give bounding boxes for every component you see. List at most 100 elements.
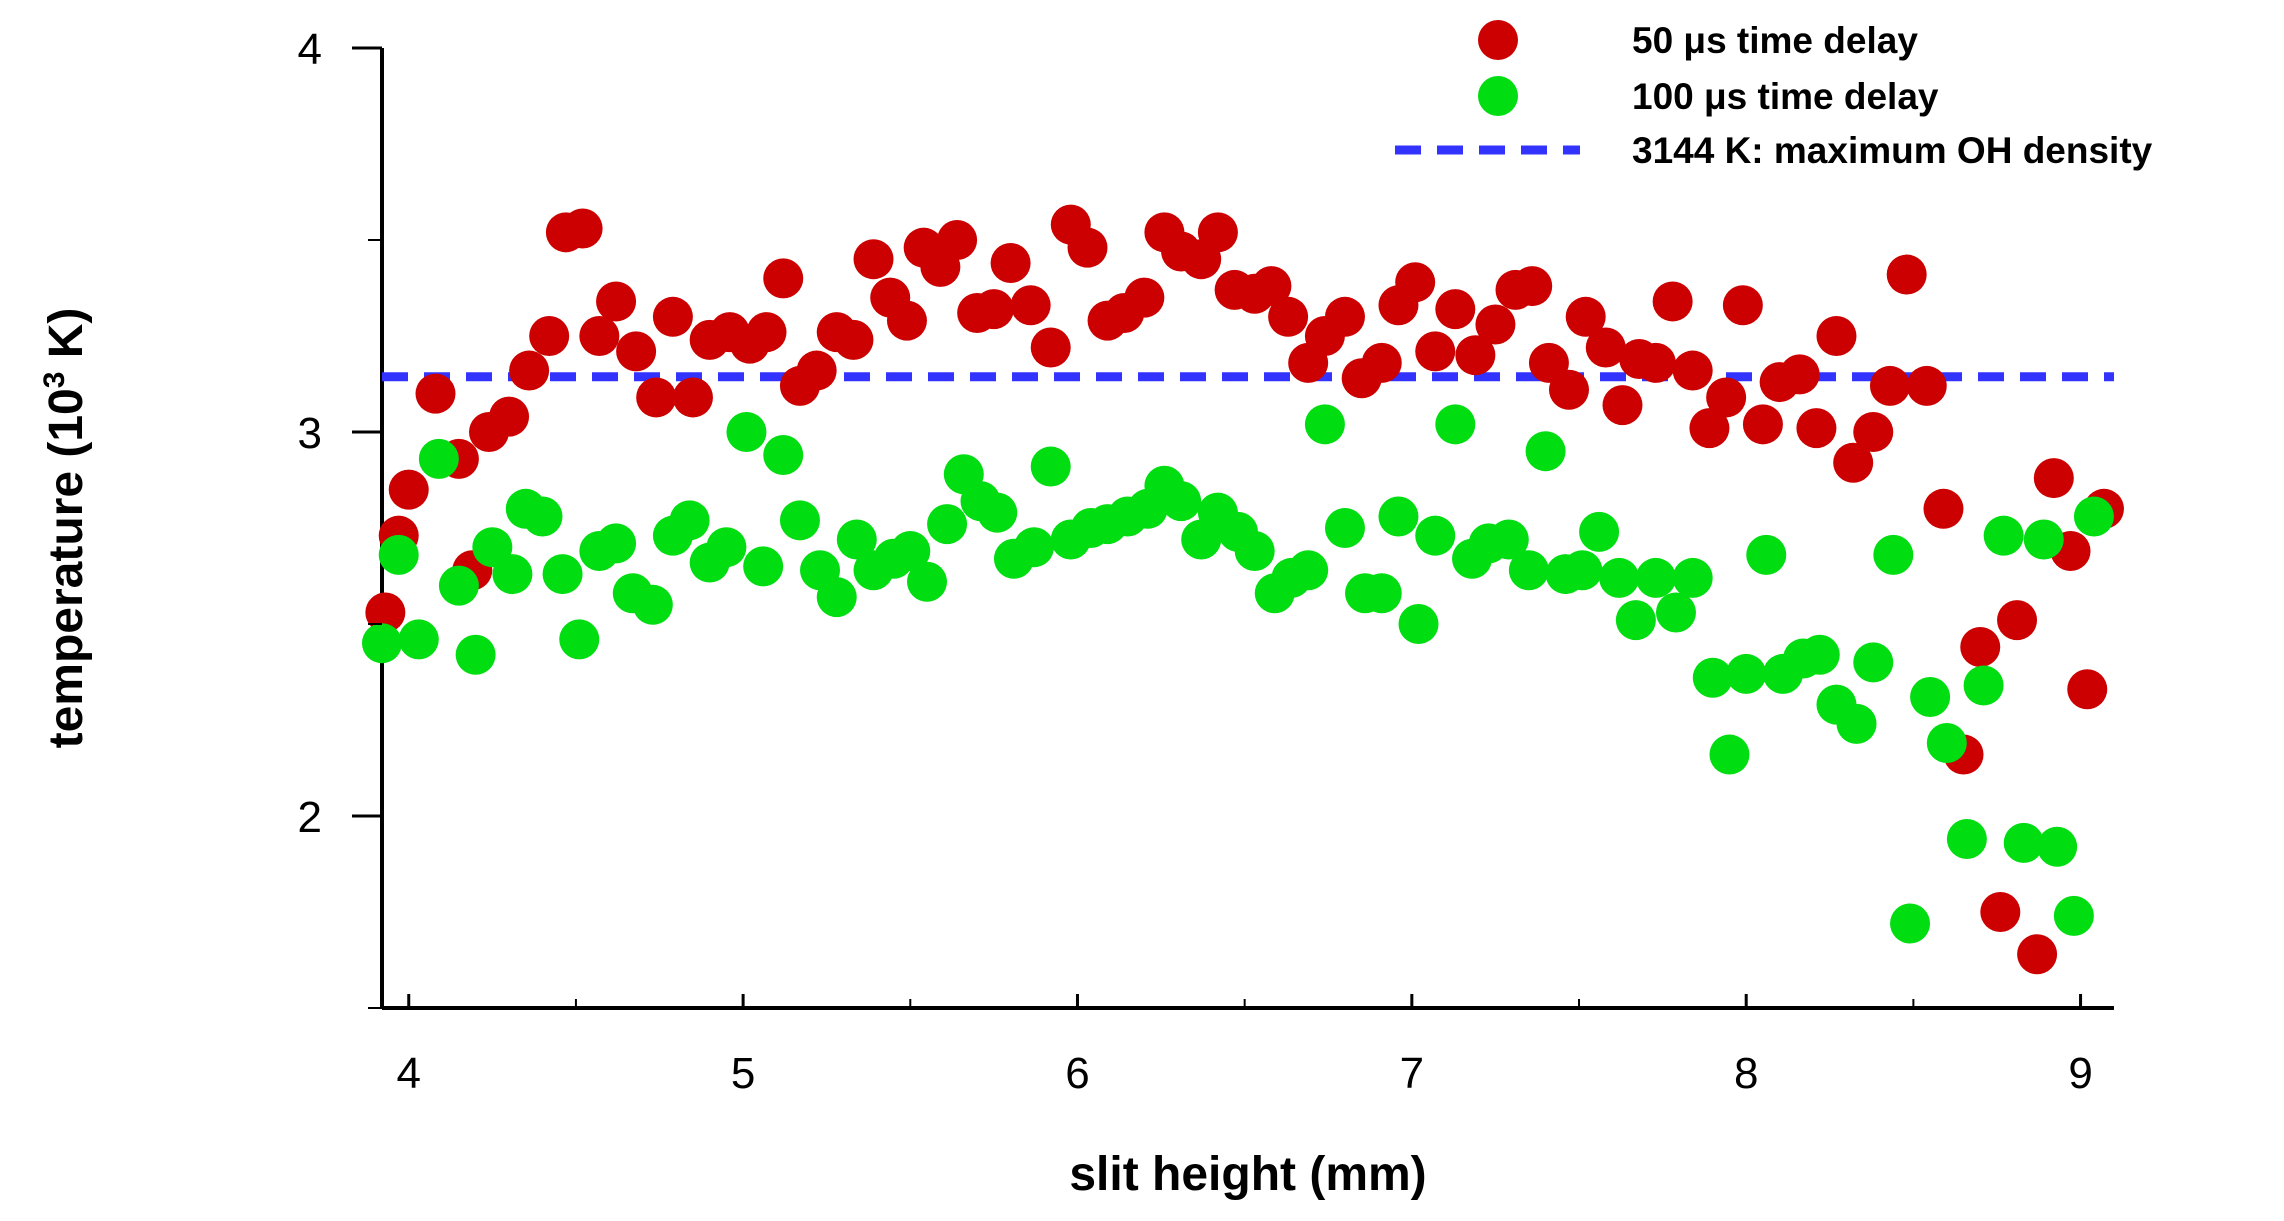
data-point-50us	[1923, 488, 1964, 529]
data-point-100us	[1709, 734, 1750, 775]
data-point-100us	[1304, 404, 1345, 445]
data-point-50us	[1833, 442, 1874, 483]
data-point-100us	[1983, 515, 2024, 556]
data-point-50us	[1742, 404, 1783, 445]
data-point-50us	[2017, 934, 2058, 975]
data-point-100us	[1635, 557, 1676, 598]
y-axis-label-superscript: 3	[38, 372, 71, 389]
data-point-100us	[1910, 676, 1951, 717]
data-point-50us	[1197, 212, 1238, 253]
data-point-50us	[489, 396, 530, 437]
data-point-50us	[937, 220, 978, 260]
data-point-50us	[1853, 412, 1894, 452]
data-point-100us	[1361, 573, 1402, 614]
data-point-100us	[362, 623, 402, 664]
data-point-100us	[669, 500, 710, 541]
y-tick-label: 4	[298, 25, 322, 74]
data-point-100us	[1726, 653, 1767, 694]
data-point-50us	[1251, 266, 1292, 307]
data-point-50us	[672, 377, 713, 418]
data-point-50us	[579, 316, 620, 356]
data-point-50us	[1652, 281, 1693, 322]
data-point-50us	[2033, 458, 2074, 499]
data-point-50us	[1816, 316, 1857, 356]
data-point-50us	[1324, 296, 1365, 337]
data-point-100us	[1746, 534, 1787, 575]
data-point-100us	[1615, 600, 1656, 641]
data-point-50us	[636, 377, 677, 418]
x-tick-label: 4	[397, 1049, 421, 1098]
data-point-100us	[1926, 723, 1967, 764]
data-point-50us	[652, 296, 693, 337]
data-point-50us	[388, 469, 429, 510]
data-point-50us	[1635, 342, 1676, 383]
data-point-100us	[492, 554, 533, 595]
data-point-100us	[927, 504, 968, 545]
data-point-100us	[726, 412, 767, 452]
data-point-100us	[596, 523, 637, 564]
y-tick-label: 3	[298, 409, 322, 458]
data-point-100us	[418, 438, 459, 479]
y-axis-label: temperature (103 K)	[38, 308, 93, 749]
data-point-50us	[1395, 262, 1436, 303]
data-point-50us	[886, 300, 927, 341]
legend-label-50us: 50 μs time delay	[1632, 20, 1918, 61]
data-point-50us	[2067, 669, 2108, 710]
data-point-50us	[1455, 335, 1496, 376]
data-point-50us	[1415, 331, 1456, 372]
data-point-50us	[1689, 408, 1730, 449]
data-point-100us	[1672, 557, 1713, 598]
data-point-50us	[1869, 365, 1910, 406]
data-point-50us	[1722, 285, 1763, 326]
data-point-100us	[1853, 642, 1894, 683]
data-point-50us	[596, 281, 637, 322]
data-point-100us	[1836, 703, 1877, 744]
data-point-100us	[2073, 496, 2114, 537]
x-tick-label: 8	[1734, 1049, 1758, 1098]
data-point-50us	[1565, 296, 1606, 337]
data-point-50us	[1268, 296, 1309, 337]
data-point-50us	[1906, 365, 1947, 406]
data-point-50us	[1030, 327, 1071, 368]
data-point-100us	[1890, 903, 1931, 944]
data-point-50us	[1796, 408, 1837, 449]
x-axis-label: slit height (mm)	[1069, 1148, 1426, 1201]
axis-ticks-layer: 4 5 6 7 8 9 2 3 4	[298, 25, 2093, 1098]
data-point-50us	[509, 350, 550, 391]
data-point-50us	[973, 289, 1014, 330]
data-point-100us	[559, 619, 600, 660]
data-point-100us	[890, 531, 931, 572]
legend-marker-50us	[1478, 20, 1518, 60]
data-points-layer	[362, 204, 2124, 975]
data-point-100us	[1508, 550, 1549, 591]
data-point-100us	[1378, 496, 1419, 537]
data-point-50us	[1361, 342, 1402, 383]
data-point-50us	[1980, 892, 2021, 932]
data-point-50us	[763, 258, 804, 299]
data-point-100us	[1161, 481, 1202, 522]
data-point-100us	[1692, 657, 1733, 698]
data-point-50us	[415, 373, 456, 414]
x-tick-label: 9	[2068, 1049, 2092, 1098]
legend-label-reference: 3144 K: maximum OH density	[1632, 130, 2153, 171]
x-tick-label: 5	[731, 1049, 755, 1098]
data-point-100us	[1415, 515, 1456, 556]
data-point-50us	[1548, 369, 1589, 410]
data-point-50us	[1779, 354, 1820, 395]
data-point-50us	[1585, 327, 1626, 368]
data-point-100us	[1288, 550, 1329, 591]
data-point-50us	[365, 592, 406, 633]
data-point-100us	[1324, 508, 1365, 548]
data-point-50us	[562, 208, 603, 249]
data-point-50us	[1067, 227, 1108, 268]
y-axis-label-main: temperature (10	[40, 388, 93, 748]
data-point-100us	[378, 534, 419, 575]
legend: 50 μs time delay 100 μs time delay 3144 …	[1395, 20, 2153, 171]
data-point-100us	[816, 577, 857, 618]
x-tick-label: 6	[1065, 1049, 1089, 1098]
data-point-100us	[1525, 431, 1566, 472]
data-point-100us	[907, 561, 948, 602]
data-point-50us	[853, 239, 894, 280]
data-point-100us	[1488, 519, 1529, 560]
